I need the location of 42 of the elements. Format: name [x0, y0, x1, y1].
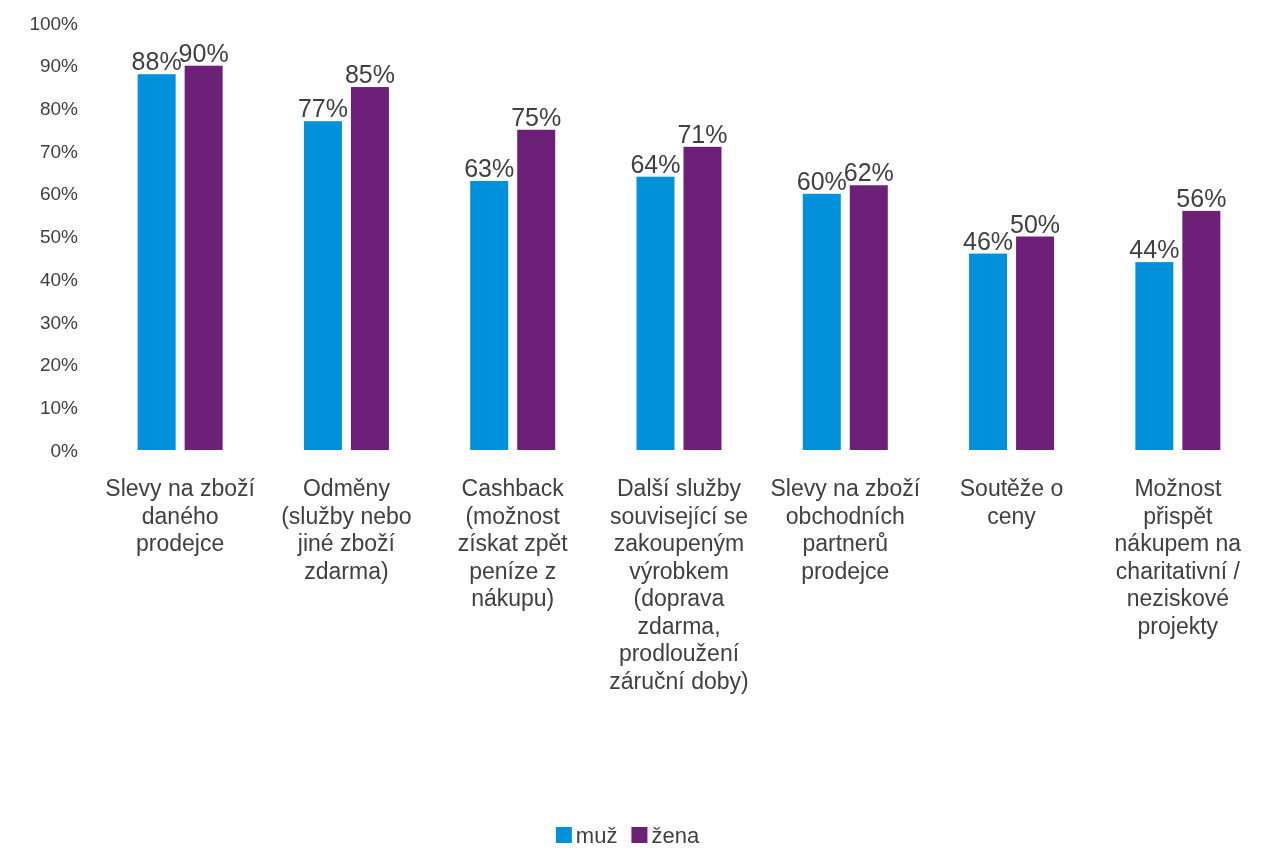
y-tick-label: 80%: [39, 98, 79, 120]
y-tick-label: 0%: [50, 439, 79, 461]
y-tick-label: 30%: [39, 311, 79, 333]
data-label: 64%: [630, 149, 681, 178]
y-tick-label: 10%: [39, 396, 79, 418]
data-label: 71%: [677, 119, 728, 148]
bar: [849, 185, 888, 450]
bar: [969, 253, 1008, 450]
x-tick-label: Slevy na zboží daného prodejce: [105, 475, 256, 556]
y-tick-label: 50%: [39, 226, 79, 248]
x-tick-label: Cashback (možnost získat zpět peníze z nákupu): [457, 475, 569, 611]
x-tick-label: Slevy na zboží obchodních partnerů prodejce: [770, 475, 921, 584]
bar: [1135, 262, 1174, 450]
data-label: 75%: [511, 102, 562, 131]
bar: [137, 74, 176, 450]
y-tick-label: 100%: [29, 12, 79, 34]
data-label: 77%: [297, 94, 348, 123]
y-tick-label: 90%: [39, 55, 79, 77]
bar: [683, 146, 722, 450]
x-tick-label: Další služby související se zakoupeným výrobkem (doprava zdarma, prodloužení záruční doby): [609, 475, 749, 694]
bar: [802, 193, 841, 450]
bar: [184, 65, 223, 450]
legend-label: muž: [575, 823, 618, 848]
x-tick-label: Možnost přispět nákupem na charitativní / neziskové projekty: [1114, 475, 1242, 639]
data-label: 85%: [344, 60, 395, 89]
x-tick-label: Soutěže o ceny: [959, 475, 1064, 529]
y-tick-label: 40%: [39, 268, 79, 290]
x-tick-label: Odměny (služby nebo jiné zboží zdarma): [281, 475, 412, 584]
bar: [1182, 210, 1221, 450]
y-tick-label: 70%: [39, 140, 79, 162]
legend-label: žena: [651, 823, 700, 848]
data-label: 63%: [464, 153, 515, 182]
bar: [517, 129, 556, 450]
bar: [1016, 236, 1055, 450]
bar: [636, 176, 675, 450]
y-tick-label: 20%: [39, 354, 79, 376]
bar: [350, 87, 389, 450]
bar: [470, 180, 509, 450]
data-label: 56%: [1176, 183, 1227, 212]
data-label: 44%: [1129, 235, 1180, 264]
y-tick-label: 60%: [39, 183, 79, 205]
bar: [303, 121, 342, 450]
